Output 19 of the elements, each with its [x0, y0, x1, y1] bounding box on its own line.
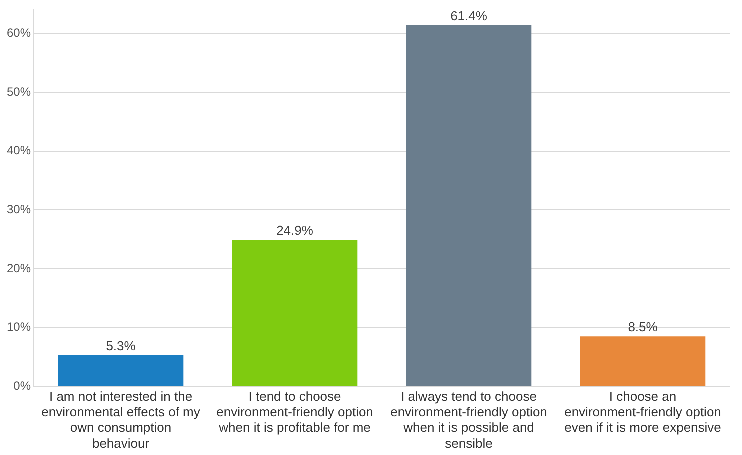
data-label: 24.9%: [276, 223, 314, 238]
y-tick-label: 20%: [6, 261, 32, 276]
x-tick-label: I am not interested in the environmental effects of my own consumption behaviour: [42, 388, 201, 451]
x-tick-label: I always tend to choose environment-friendly option when it is possible and sensible: [390, 388, 548, 451]
y-tick-label: 60%: [6, 26, 32, 40]
y-tick-label: 50%: [6, 84, 32, 99]
data-label: 61.4%: [450, 8, 488, 24]
data-label: 5.3%: [106, 338, 136, 354]
x-tick-label: I choose an environment-friendly option even if it is more expensive: [564, 388, 722, 436]
bar: [406, 25, 532, 386]
bar: [58, 355, 184, 386]
y-tick-label: 10%: [6, 320, 32, 334]
y-tick-label: 40%: [6, 144, 32, 158]
bar: [580, 336, 706, 386]
x-tick-label: I tend to choose environment-friendly option when it is profitable for me: [216, 388, 374, 436]
y-tick-label: 0%: [14, 378, 32, 393]
data-label: 8.5%: [628, 320, 658, 335]
y-tick-label: 30%: [6, 202, 32, 216]
bar: [232, 240, 358, 386]
